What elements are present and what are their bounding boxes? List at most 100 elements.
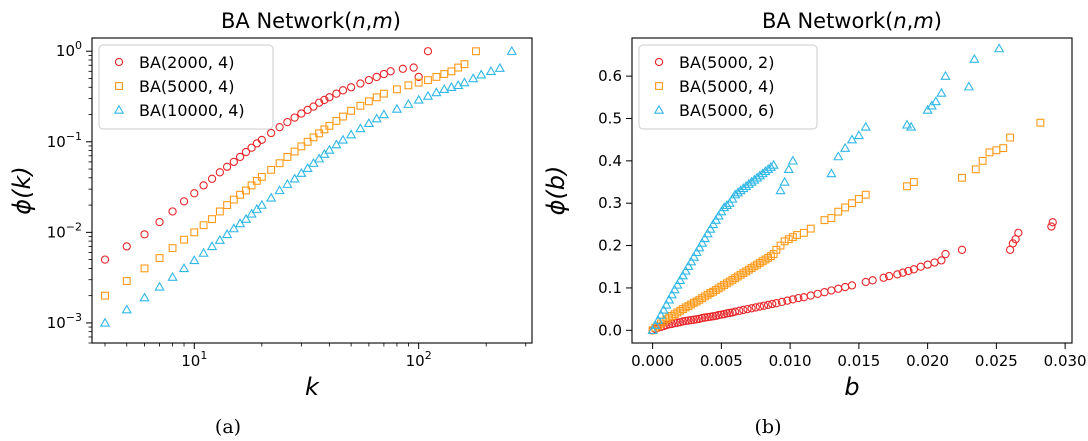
x-tick-label: 0.010 xyxy=(769,352,812,370)
data-point xyxy=(772,299,781,308)
x-tick-label: 0.000 xyxy=(631,352,674,370)
data-point xyxy=(257,135,266,145)
data-point xyxy=(893,270,902,279)
data-point xyxy=(356,79,365,88)
data-point xyxy=(652,314,664,324)
data-point xyxy=(168,207,177,216)
series-2 xyxy=(647,43,1005,334)
data-point xyxy=(922,104,933,114)
data-point xyxy=(681,316,690,326)
data-point xyxy=(861,277,870,287)
y-tick-label: 0.2 xyxy=(598,237,622,255)
data-point xyxy=(783,296,792,305)
data-point xyxy=(398,64,407,73)
legend-marker xyxy=(654,57,664,67)
data-point xyxy=(371,113,382,123)
legend-marker xyxy=(655,82,663,90)
x-tick-label: 101 xyxy=(181,349,207,370)
data-point xyxy=(694,242,705,252)
data-point xyxy=(199,221,208,230)
data-point xyxy=(847,281,857,290)
y-tick-label: 10−3 xyxy=(47,311,82,332)
data-point xyxy=(784,235,793,244)
data-point xyxy=(730,307,740,316)
data-point xyxy=(257,172,266,181)
data-point xyxy=(826,168,837,178)
data-point xyxy=(833,151,844,161)
data-point xyxy=(762,164,774,174)
data-point xyxy=(766,252,775,261)
data-point xyxy=(691,247,702,257)
legend-marker xyxy=(113,104,125,114)
data-point xyxy=(180,235,188,244)
legend-label: BA(2000, 4) xyxy=(139,53,234,72)
data-point xyxy=(794,293,803,303)
data-point xyxy=(265,192,277,202)
y-tick-label: 0.1 xyxy=(598,279,622,297)
data-point xyxy=(346,83,356,92)
data-point xyxy=(140,264,149,273)
data-point xyxy=(179,197,189,206)
data-point xyxy=(241,147,251,157)
x-axis-label: b xyxy=(844,373,859,401)
data-point xyxy=(860,121,871,131)
y-tick-label: 10−2 xyxy=(47,220,82,241)
data-point xyxy=(364,75,374,85)
chart-panel-b: BA Network(n,m) 0.000 0.005 0.010 0.015 0.020… xyxy=(542,9,1087,438)
y-tick-label: 0.4 xyxy=(598,152,622,170)
series-1 xyxy=(648,118,1045,335)
data-point xyxy=(324,144,335,154)
data-point xyxy=(1014,228,1023,238)
x-tick-label: 102 xyxy=(406,349,432,370)
data-point xyxy=(372,93,381,102)
minor-ticks xyxy=(88,54,527,347)
data-point xyxy=(916,262,925,271)
data-point xyxy=(700,313,710,322)
legend-label: BA(5000, 4) xyxy=(679,77,774,96)
data-point xyxy=(214,234,226,244)
data-point xyxy=(459,77,470,87)
data-point xyxy=(971,165,980,174)
y-axis-label: ϕ(k) xyxy=(8,166,36,214)
series-2 xyxy=(99,45,517,327)
series-0 xyxy=(648,218,1057,335)
series-0 xyxy=(100,47,433,264)
data-point xyxy=(769,250,778,258)
data-point xyxy=(696,237,708,247)
data-point xyxy=(755,302,765,311)
data-point xyxy=(780,237,789,246)
legend-label: BA(10000, 4) xyxy=(139,101,245,120)
data-point xyxy=(289,173,300,183)
data-point xyxy=(707,219,719,229)
data-point xyxy=(729,189,741,199)
data-point xyxy=(958,173,966,182)
data-point xyxy=(167,271,178,281)
legend: BA(2000, 4) BA(5000, 4) BA(10000, 4) xyxy=(98,44,274,130)
data-point xyxy=(901,119,913,129)
data-point xyxy=(378,109,390,119)
data-point xyxy=(409,63,418,72)
data-point xyxy=(391,103,403,113)
data-point xyxy=(364,97,373,106)
data-point xyxy=(234,218,246,228)
data-point xyxy=(746,176,757,186)
data-point xyxy=(423,76,432,85)
data-point xyxy=(853,130,865,140)
data-point xyxy=(189,255,200,265)
data-point xyxy=(669,284,680,294)
data-point xyxy=(666,289,678,299)
data-point xyxy=(724,197,735,207)
data-point xyxy=(282,178,293,188)
data-point xyxy=(718,202,730,212)
data-point xyxy=(355,123,366,133)
data-point xyxy=(689,315,699,324)
data-point xyxy=(941,249,950,259)
data-point xyxy=(674,274,686,285)
data-point xyxy=(678,317,688,326)
data-point xyxy=(827,214,836,222)
data-point xyxy=(710,214,722,224)
data-point xyxy=(937,256,946,265)
data-point xyxy=(788,233,797,242)
data-point xyxy=(155,217,164,227)
